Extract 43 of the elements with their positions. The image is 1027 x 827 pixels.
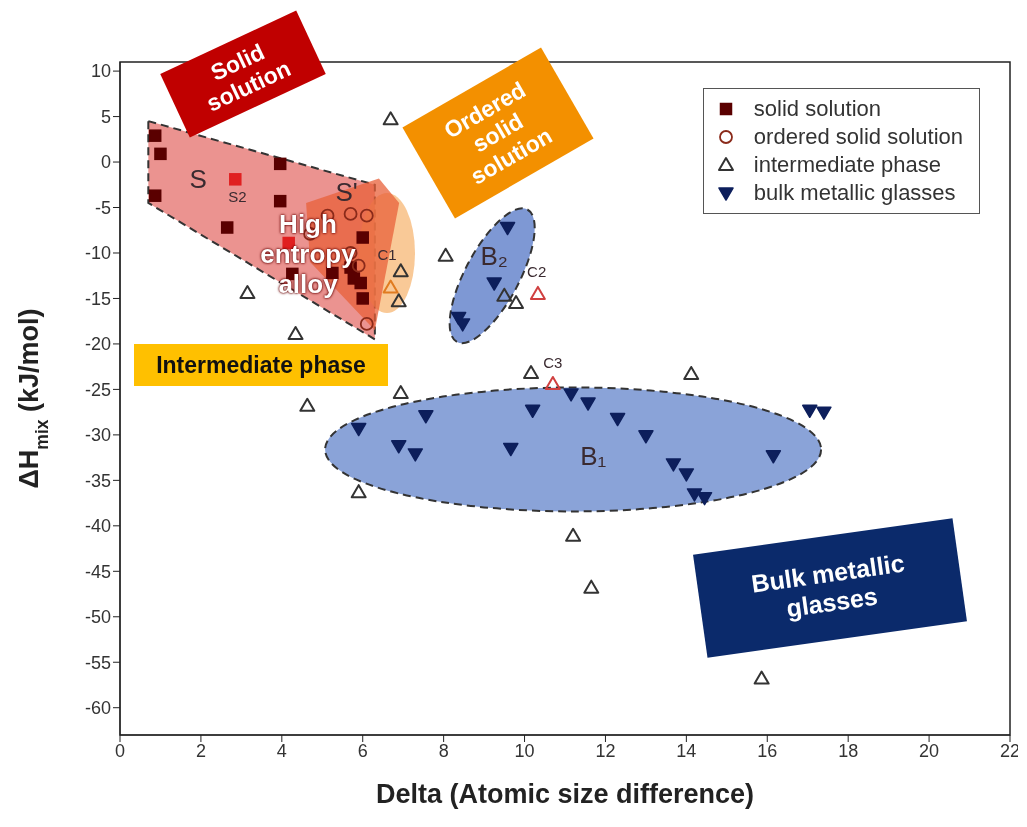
x-tick-label: 10 <box>514 740 535 761</box>
x-tick-label: 14 <box>676 740 697 761</box>
y-tick-label: -60 <box>84 698 111 719</box>
annotation: S <box>189 164 207 195</box>
y-tick-label: -50 <box>84 607 111 628</box>
y-tick-label: -45 <box>84 561 111 582</box>
y-tick-label: -55 <box>84 652 111 673</box>
y-tick-label: 5 <box>100 106 111 127</box>
y-tick-label: -5 <box>94 197 111 218</box>
annotation: Bulk metallic glasses <box>749 548 907 623</box>
y-tick-label: -30 <box>84 425 111 446</box>
x-tick-label: 2 <box>195 740 206 761</box>
legend-label: solid solution <box>753 96 882 122</box>
y-tick-label: 10 <box>90 61 111 82</box>
y-tick-label: -10 <box>84 243 111 264</box>
y-tick-label: -40 <box>84 516 111 537</box>
y-tick-label: -25 <box>84 379 111 400</box>
annotation: B₂ <box>480 240 508 271</box>
x-tick-label: 6 <box>357 740 368 761</box>
x-axis-title: Delta (Atomic size difference) <box>375 779 755 809</box>
y-tick-label: -15 <box>84 288 111 309</box>
label-box: Intermediate phase <box>134 344 388 386</box>
legend-label: intermediate phase <box>753 152 941 178</box>
x-tick-label: 8 <box>438 740 449 761</box>
x-tick-label: 16 <box>757 740 778 761</box>
x-tick-label: 18 <box>838 740 859 761</box>
annotation: S2 <box>228 188 247 206</box>
annotation: B₁ <box>580 440 607 471</box>
x-tick-label: 20 <box>919 740 940 761</box>
annotation: C2 <box>527 262 547 280</box>
legend-label: ordered solid solution <box>753 124 963 150</box>
x-tick-label: 4 <box>276 740 287 761</box>
annotation: S' <box>335 176 358 207</box>
y-tick-label: 0 <box>100 152 111 173</box>
y-tick-label: -20 <box>84 334 111 355</box>
annotation: Intermediate phase <box>156 351 366 379</box>
y-tick-label: -35 <box>84 470 111 491</box>
annotation: C1 <box>377 245 397 263</box>
legend-label: bulk metallic glasses <box>753 180 956 206</box>
x-tick-label: 0 <box>114 740 126 761</box>
annotation: C3 <box>543 353 563 371</box>
label-box: Bulk metallic glasses <box>693 518 967 658</box>
x-tick-label: 12 <box>595 740 616 761</box>
